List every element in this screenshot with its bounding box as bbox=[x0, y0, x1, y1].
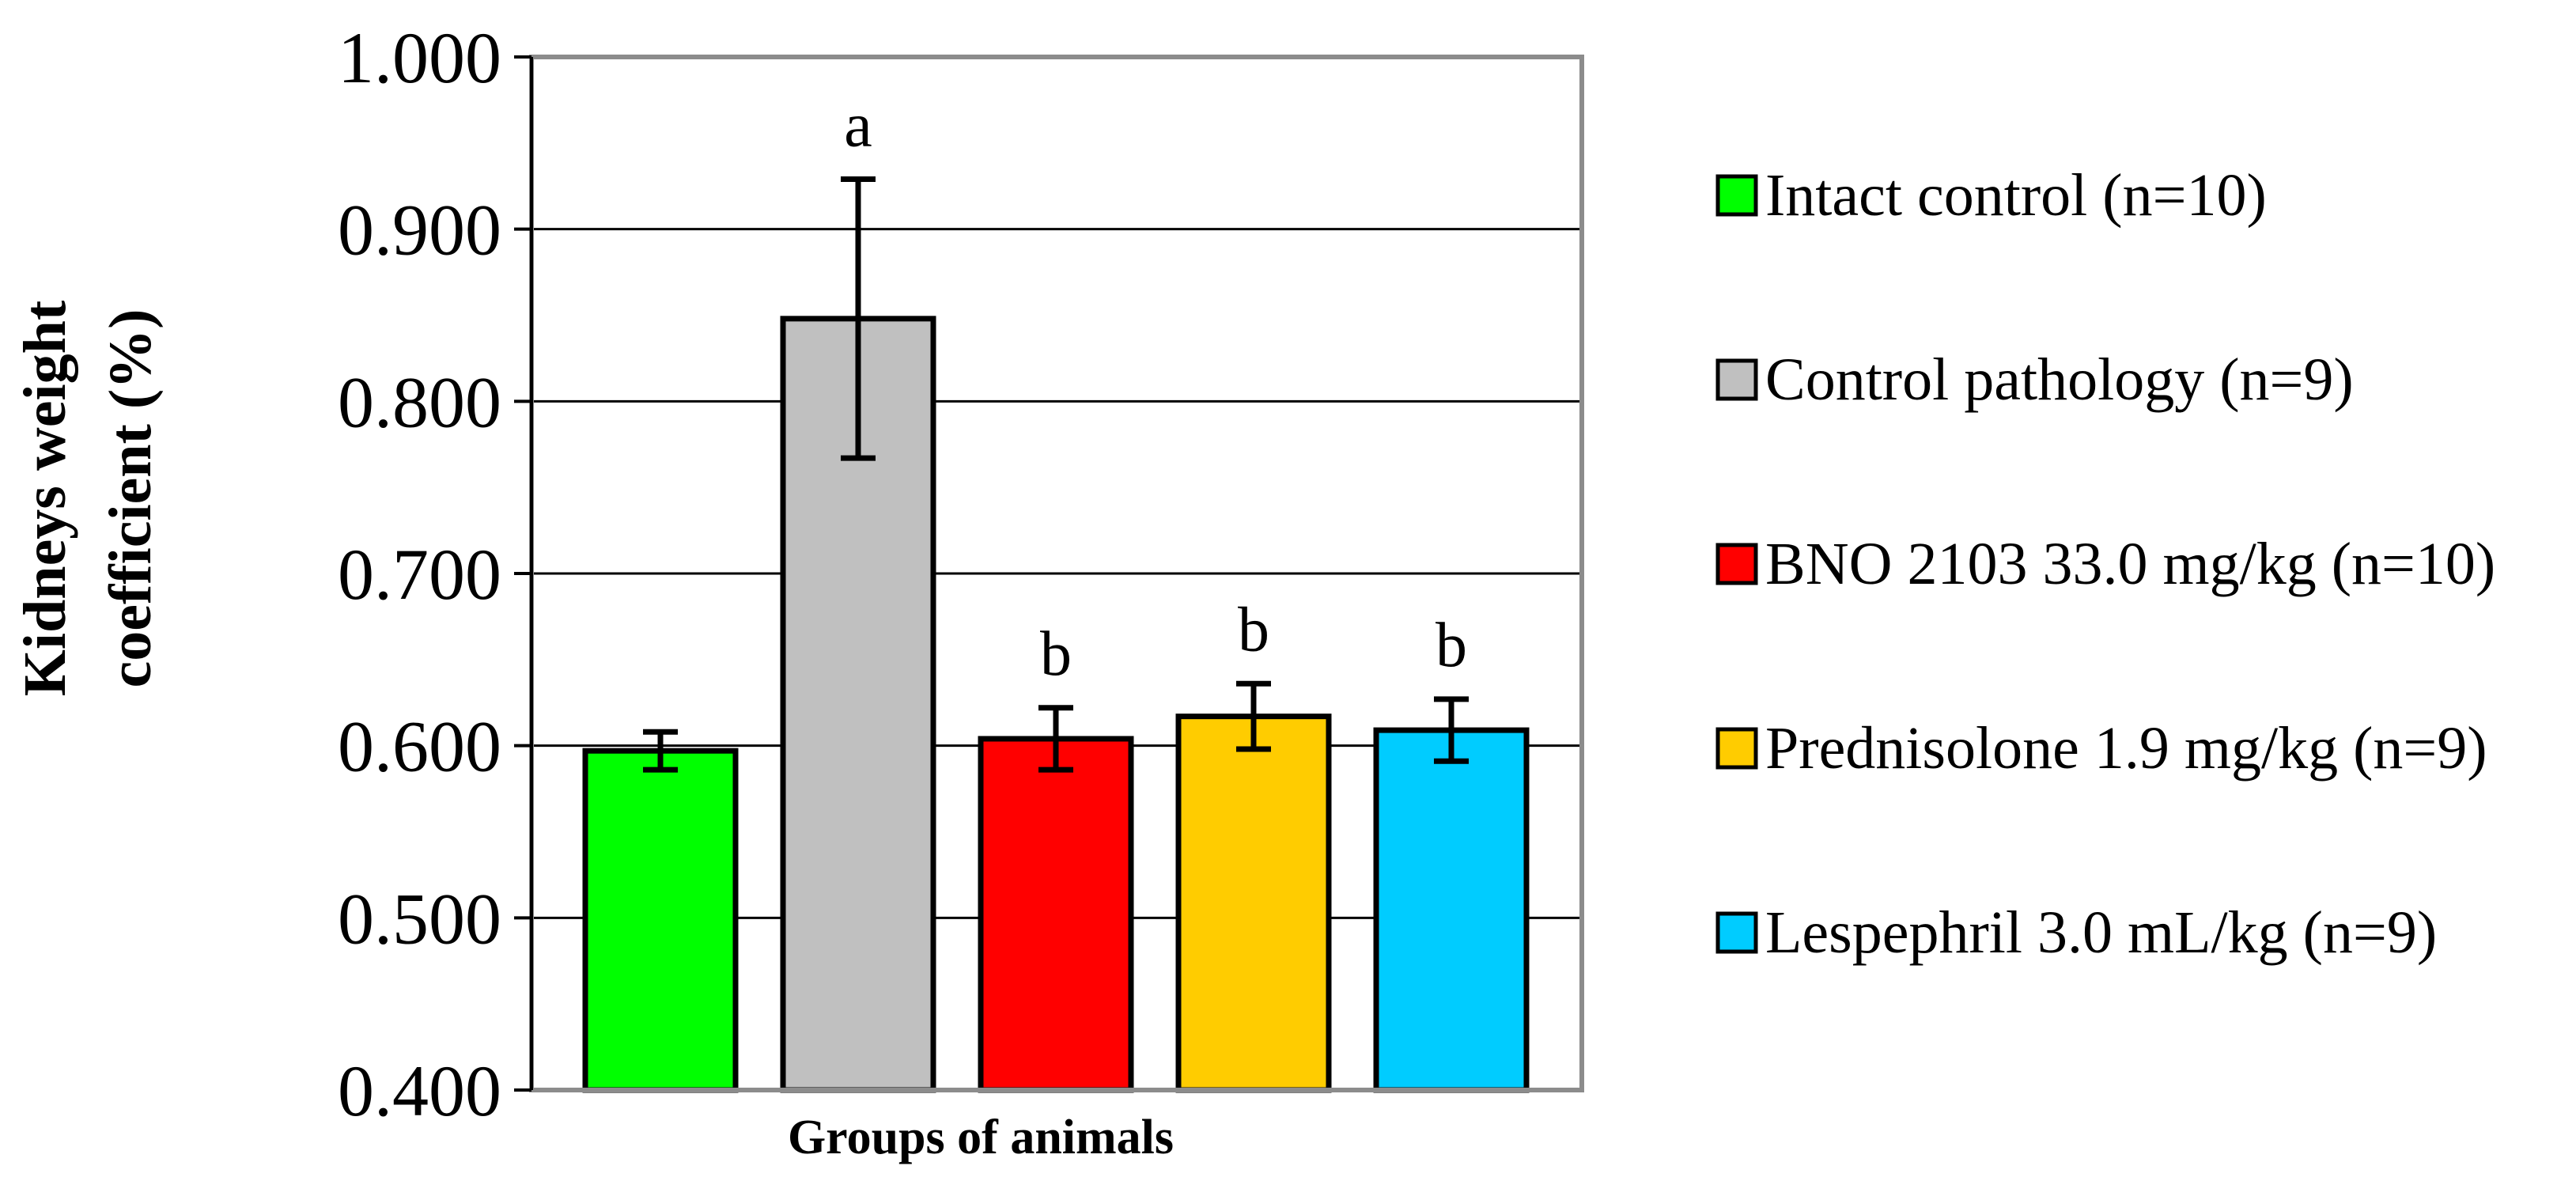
legend-label: Lespephril 3.0 mL/kg (n=9) bbox=[1765, 899, 2437, 966]
significance-label: b bbox=[1436, 611, 1467, 680]
y-axis: 0.400 0.500 0.600 0.700 0.800 0.900 1.000 bbox=[338, 17, 533, 1131]
bar bbox=[582, 748, 739, 1093]
legend-swatch bbox=[1715, 358, 1758, 401]
bars: a b b b bbox=[582, 91, 1530, 1093]
legend-swatch bbox=[1715, 911, 1758, 954]
bar bbox=[1373, 727, 1530, 1093]
significance-label: b bbox=[1238, 595, 1269, 664]
y-axis-title-line-1: Kidneys weight bbox=[12, 301, 78, 696]
y-tick-label: 0.700 bbox=[338, 534, 501, 615]
y-tick-label: 0.600 bbox=[338, 706, 501, 787]
y-tick-label: 0.500 bbox=[338, 878, 501, 959]
legend-label: BNO 2103 33.0 mg/kg (n=10) bbox=[1765, 531, 2495, 597]
legend-label: Prednisolone 1.9 mg/kg (n=9) bbox=[1765, 715, 2487, 782]
x-axis-title: Groups of animals bbox=[788, 1111, 1174, 1164]
y-tick-label: 0.400 bbox=[338, 1050, 501, 1131]
bar bbox=[1175, 714, 1332, 1093]
legend: Intact control (n=10) Control pathology (… bbox=[1715, 162, 2495, 966]
legend-swatch bbox=[1715, 727, 1758, 770]
y-tick-label: 0.800 bbox=[338, 361, 501, 442]
y-tick-label: 1.000 bbox=[338, 17, 501, 98]
y-tick-label: 0.900 bbox=[338, 190, 501, 271]
legend-swatch bbox=[1715, 543, 1758, 585]
legend-label: Intact control (n=10) bbox=[1765, 162, 2267, 229]
legend-label: Control pathology (n=9) bbox=[1765, 346, 2354, 413]
y-axis-title-line-2: coefficient (%) bbox=[97, 309, 164, 688]
bar bbox=[978, 736, 1134, 1093]
legend-swatch bbox=[1715, 174, 1758, 217]
significance-label: a bbox=[844, 91, 872, 161]
significance-label: b bbox=[1040, 619, 1072, 689]
